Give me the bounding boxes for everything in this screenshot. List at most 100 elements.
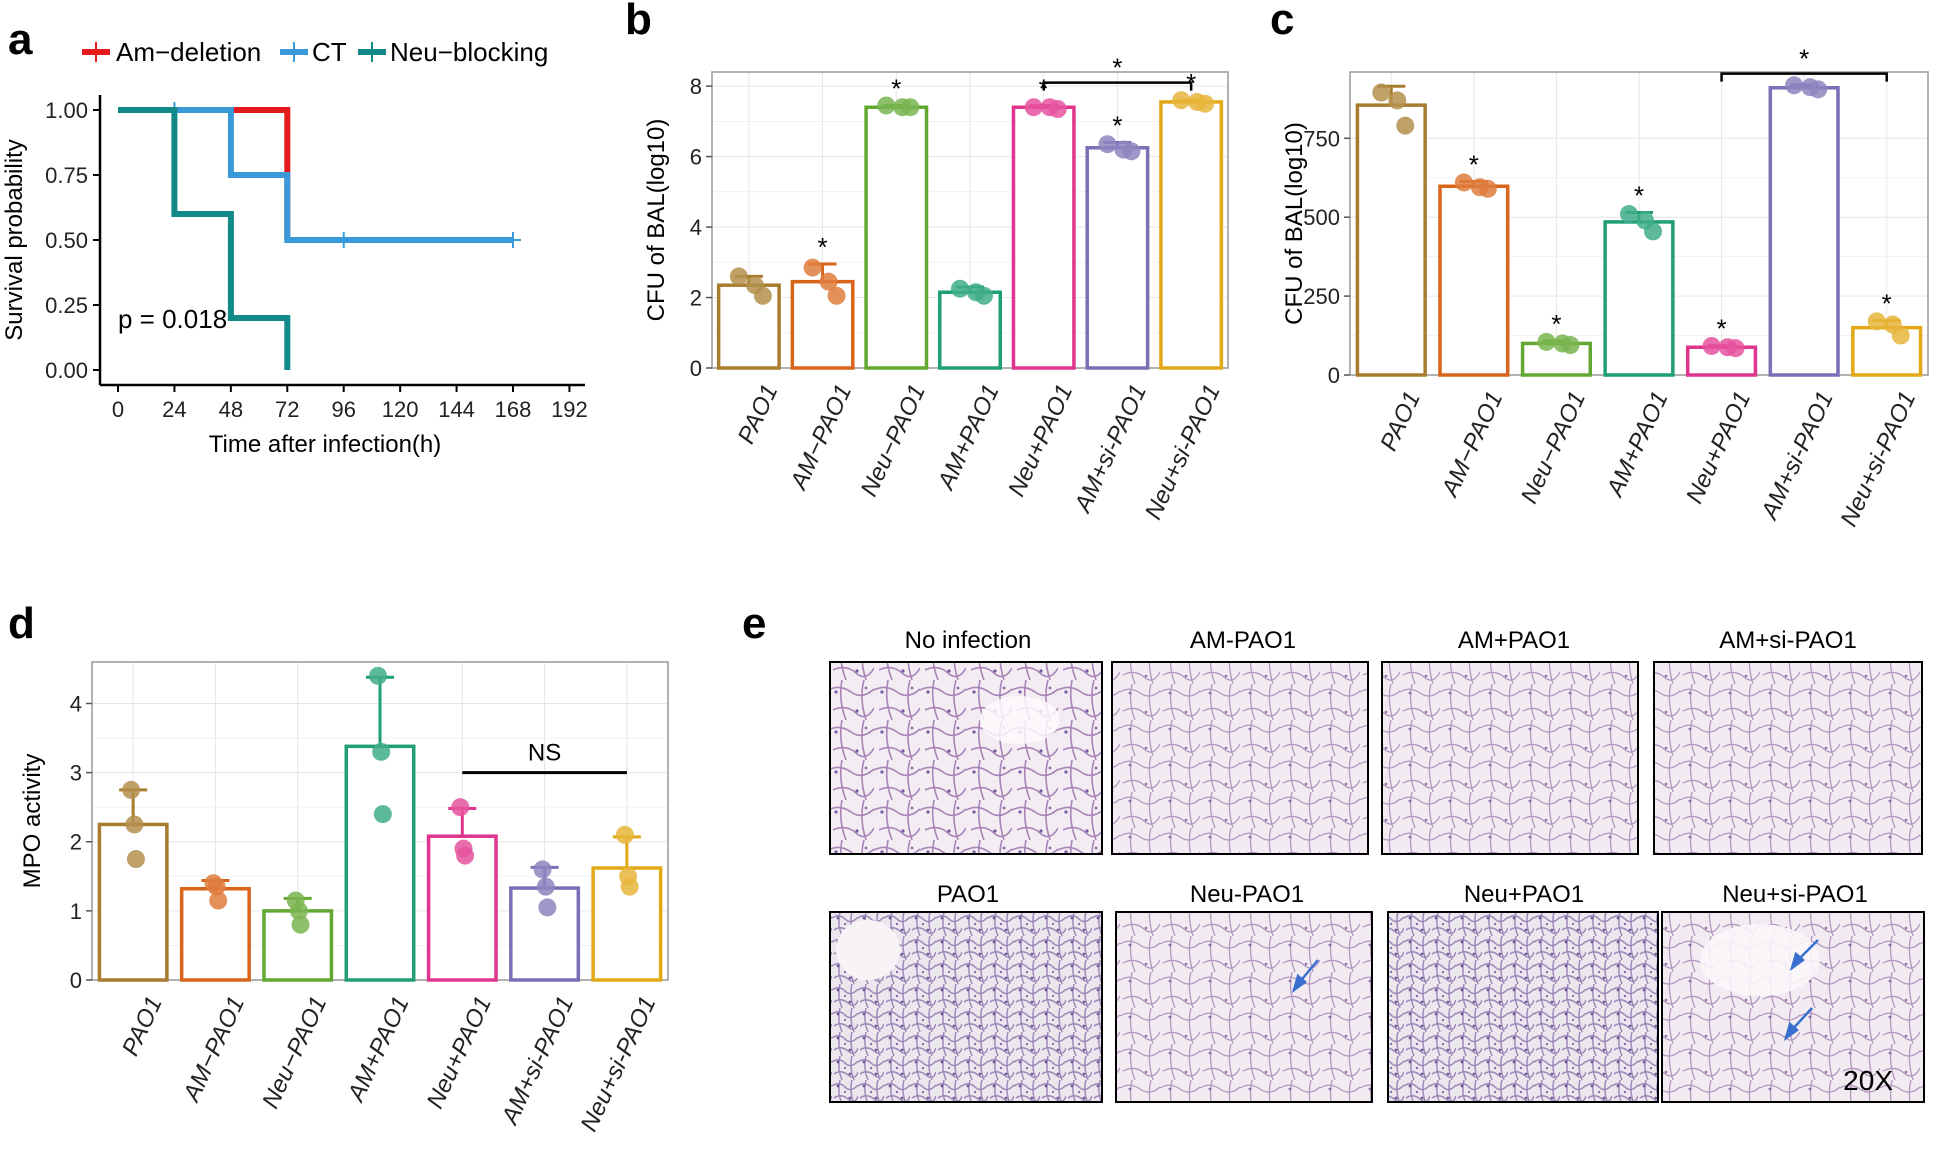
data-point bbox=[615, 825, 634, 844]
data-point bbox=[538, 898, 557, 917]
x-tick-label: 72 bbox=[275, 397, 299, 422]
category-label: Neu−PAO1 bbox=[257, 992, 332, 1112]
histology-label: AM+PAO1 bbox=[1458, 627, 1570, 654]
bar bbox=[1438, 184, 1510, 377]
data-point bbox=[1196, 94, 1215, 113]
x-tick-label: 120 bbox=[382, 397, 419, 422]
data-point bbox=[1122, 142, 1141, 161]
micrograph-am-si-pao1 bbox=[1653, 661, 1923, 855]
y-tick-label: 8 bbox=[690, 74, 702, 99]
data-point bbox=[620, 877, 639, 896]
data-point bbox=[125, 815, 144, 834]
arrow-icon bbox=[1783, 1007, 1813, 1042]
magnification-label: 20X bbox=[1843, 1065, 1893, 1096]
data-point bbox=[803, 258, 822, 277]
histology-label: PAO1 bbox=[937, 881, 999, 908]
category-label: Neu+si-PAO1 bbox=[1835, 387, 1921, 530]
data-point bbox=[753, 286, 772, 305]
y-tick-label: 1 bbox=[70, 899, 82, 924]
category-label: PAO1 bbox=[117, 992, 168, 1060]
data-point bbox=[1372, 83, 1391, 102]
data-point bbox=[729, 267, 748, 286]
histology-label: AM-PAO1 bbox=[1190, 627, 1296, 654]
category-label: AM−PAO1 bbox=[784, 380, 857, 495]
data-point bbox=[291, 915, 310, 934]
survival-curve bbox=[118, 107, 291, 370]
y-tick-label: 3 bbox=[70, 761, 82, 786]
y-tick-label: 0.50 bbox=[45, 228, 88, 253]
bar bbox=[938, 290, 1002, 370]
y-tick-label: 0.75 bbox=[45, 163, 88, 188]
y-tick-label: 4 bbox=[70, 691, 82, 716]
cfu-bal-chart-b: 0 2 4 6 8 CFU of BAL(log10) PAO1 * AM−PAO1 * Neu−P… bbox=[643, 53, 1229, 524]
arrow-icon bbox=[1789, 939, 1819, 972]
micrograph-am-pao1 bbox=[1111, 661, 1369, 855]
category-label: PAO1 bbox=[733, 380, 784, 448]
category-label: AM+PAO1 bbox=[1601, 387, 1674, 502]
category-label: Neu+si-PAO1 bbox=[576, 992, 662, 1135]
bar bbox=[509, 886, 581, 982]
bar bbox=[1603, 220, 1675, 377]
histology-label: Neu+PAO1 bbox=[1464, 881, 1584, 908]
histology-panel: No infection AM-PAO1 AM+PAO1 AM+si-PAO1 … bbox=[829, 627, 1925, 1103]
survival-chart: Am−deletion CT Neu−blocking 0.00 0.25 0.50 0.7… bbox=[1, 37, 588, 458]
y-tick-label: 2 bbox=[690, 286, 702, 311]
y-tick-label: 2 bbox=[70, 830, 82, 855]
p-value-annotation: p = 0.018 bbox=[118, 304, 227, 334]
data-point bbox=[951, 279, 969, 298]
bar bbox=[344, 744, 416, 982]
significance-star: * bbox=[1717, 314, 1727, 344]
data-point bbox=[1396, 116, 1415, 135]
x-tick-label: 0 bbox=[112, 397, 124, 422]
data-point bbox=[1891, 326, 1910, 345]
micrograph-am-plus-pao1 bbox=[1381, 661, 1639, 855]
data-point bbox=[1024, 98, 1043, 117]
bar bbox=[864, 105, 929, 370]
alveolar-space bbox=[980, 696, 1060, 744]
data-point bbox=[209, 891, 228, 910]
category-label: AM+PAO1 bbox=[932, 380, 1005, 495]
data-point bbox=[1785, 76, 1804, 95]
alveolar-space bbox=[1700, 924, 1820, 996]
bar bbox=[1011, 105, 1076, 370]
mpo-activity-chart: 0 1 2 3 4 MPO activity PAO1 AM−PAO1 Neu−PAO1 AM+P… bbox=[19, 661, 669, 1136]
legend-label: CT bbox=[312, 37, 347, 67]
category-label: AM−PAO1 bbox=[177, 992, 250, 1107]
data-point bbox=[1172, 91, 1191, 110]
significance-star: * bbox=[1469, 150, 1479, 180]
category-label: AM+PAO1 bbox=[342, 992, 415, 1107]
histology-label: Neu-PAO1 bbox=[1190, 881, 1304, 908]
y-axis-title: MPO activity bbox=[19, 754, 46, 889]
data-point bbox=[1537, 332, 1556, 351]
y-tick-label: 0.25 bbox=[45, 293, 88, 318]
panel-label-d: d bbox=[8, 599, 35, 648]
bar bbox=[1851, 325, 1923, 377]
category-label: AM+si-PAO1 bbox=[1069, 380, 1152, 518]
data-point bbox=[877, 96, 896, 115]
data-point bbox=[289, 901, 308, 920]
x-tick-label: 24 bbox=[162, 397, 186, 422]
significance-star: * bbox=[1634, 180, 1644, 210]
category-label: Neu+si-PAO1 bbox=[1140, 380, 1226, 523]
data-point bbox=[372, 742, 391, 761]
bar bbox=[1768, 86, 1840, 377]
data-point bbox=[1561, 336, 1580, 355]
category-label: Neu−PAO1 bbox=[856, 380, 931, 500]
y-axis-title: CFU of BAL(log10) bbox=[1281, 122, 1308, 325]
x-tick-label: 144 bbox=[438, 397, 475, 422]
y-tick-label: 0 bbox=[70, 968, 82, 993]
data-point bbox=[1644, 222, 1662, 241]
survival-curve bbox=[118, 107, 513, 243]
x-tick-label: 48 bbox=[219, 397, 243, 422]
data-point bbox=[1702, 336, 1721, 355]
bar bbox=[1355, 103, 1427, 377]
data-point bbox=[373, 805, 392, 824]
legend-label: Neu−blocking bbox=[390, 37, 548, 67]
data-point bbox=[901, 98, 920, 117]
significance-star: * bbox=[818, 232, 828, 262]
legend-label: Am−deletion bbox=[116, 37, 261, 67]
data-point bbox=[1620, 205, 1638, 224]
histology-label: Neu+si-PAO1 bbox=[1722, 881, 1868, 908]
